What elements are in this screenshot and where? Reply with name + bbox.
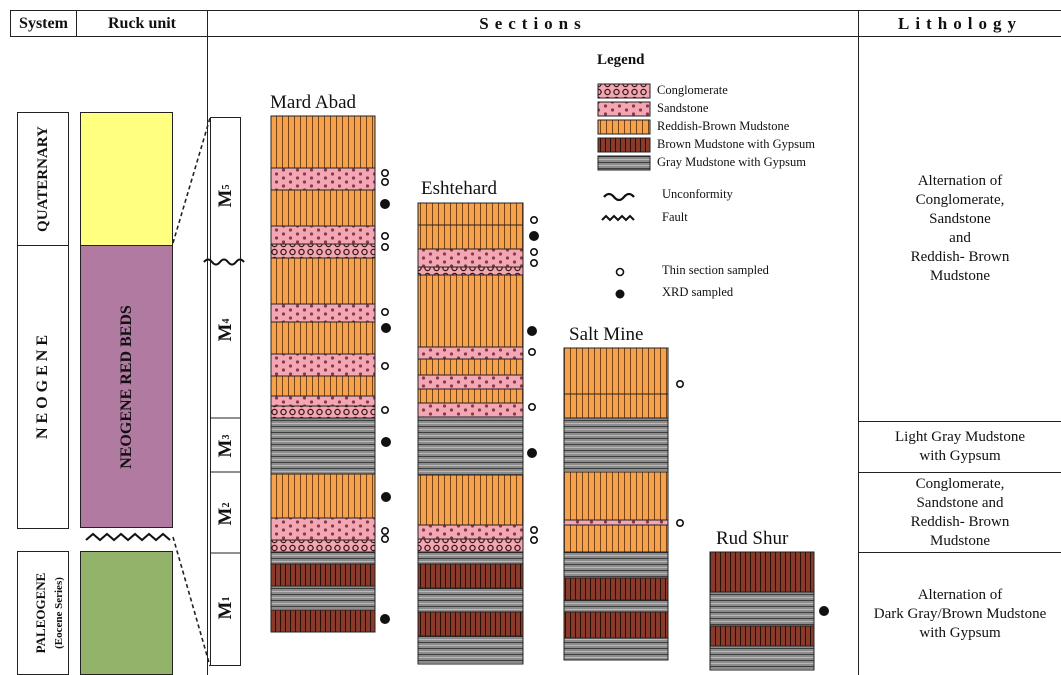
legend-title: Legend [597, 52, 645, 68]
fault-symbol-boundary [85, 532, 171, 542]
legend-label-fault: Fault [662, 210, 688, 224]
xrd-marker [818, 605, 829, 616]
thin-section-marker [675, 518, 684, 527]
thin-section-marker [527, 402, 536, 411]
section-rud-shur-column [709, 551, 815, 671]
thin-section-marker [529, 258, 538, 267]
legend-label-unconformity: Unconformity [662, 187, 733, 201]
xrd-marker [528, 231, 539, 242]
thin-section-marker [529, 535, 538, 544]
section-title-salt-mine: Salt Mine [569, 324, 644, 345]
legend-swatch-conglomerate [597, 83, 651, 99]
lithology-m2: Conglomerate, Sandstone and Reddish- Bro… [858, 472, 1061, 553]
rock-unit-red-beds [80, 245, 173, 528]
legend-label-thin-section: Thin section sampled [662, 263, 769, 277]
xrd-marker [380, 322, 391, 333]
thin-section-marker [380, 405, 389, 414]
legend-label-gray-mudstone-gypsum: Gray Mudstone with Gypsum [657, 155, 806, 169]
thin-section-marker [380, 307, 389, 316]
header-sections: Sections [207, 10, 859, 37]
legend-label-sandstone: Sandstone [657, 101, 709, 115]
sample-markers [379, 169, 829, 624]
thin-section-marker [380, 169, 389, 178]
thin-section-marker [529, 525, 538, 534]
section-salt-mine-column [563, 347, 669, 661]
xrd-marker [379, 613, 390, 624]
thin-section-marker [380, 232, 389, 241]
legend-swatch-gray-mudstone-gypsum [597, 155, 651, 171]
section-title-rud-shur: Rud Shur [716, 528, 789, 549]
thin-section-marker [527, 347, 536, 356]
thin-section-marker [380, 243, 389, 252]
legend-xrd-icon [615, 289, 625, 299]
thin-section-marker [380, 534, 389, 543]
header-system: System [10, 10, 77, 37]
correlation-line-bottom [172, 536, 211, 667]
thin-section-marker [380, 361, 389, 370]
xrd-marker [379, 199, 390, 210]
rock-unit-quaternary [80, 112, 173, 246]
legend-unconformity-symbol [603, 192, 635, 202]
system-quaternary-cell [17, 112, 69, 246]
thin-section-marker [675, 379, 684, 388]
thin-section-marker [529, 216, 538, 225]
section-mard-abad-column [270, 115, 376, 633]
legend-label-conglomerate: Conglomerate [657, 83, 728, 97]
member-column [210, 117, 241, 666]
thin-section-marker [529, 248, 538, 257]
member-sub-m2: 2 [220, 502, 232, 508]
thin-section-marker [380, 178, 389, 187]
legend-swatch-brown-mudstone-gypsum [597, 137, 651, 153]
legend-label-xrd: XRD sampled [662, 285, 734, 299]
legend-swatches [597, 83, 651, 171]
rock-unit-paleogene [80, 551, 173, 675]
system-neogene-cell [17, 245, 69, 529]
header-rock-unit: Ruck unit [76, 10, 208, 37]
section-eshtehard-column [417, 202, 524, 665]
member-sub-m1: 1 [220, 596, 232, 602]
legend-label-reddish-brown-mudstone: Reddish-Brown Mudstone [657, 119, 790, 133]
xrd-marker [380, 436, 391, 447]
member-sub-m4: 4 [220, 318, 232, 324]
member-sub-m5: 5 [220, 184, 232, 190]
legend-fault-symbol [601, 214, 635, 222]
xrd-marker [526, 325, 537, 336]
lithology-m1: Alternation of Dark Gray/Brown Mudstone … [858, 552, 1061, 675]
legend-thin-section-icon [615, 267, 625, 277]
member-sub-m3: 3 [220, 434, 232, 440]
xrd-marker [526, 447, 537, 458]
lithology-upper: Alternation of Conglomerate, Sandstone a… [858, 36, 1061, 422]
unconformity-m4-m5 [203, 258, 245, 266]
lithology-m3: Light Gray Mudstone with Gypsum [858, 421, 1061, 473]
xrd-marker [380, 491, 391, 502]
system-paleogene-cell [17, 551, 69, 675]
section-title-eshtehard: Eshtehard [421, 178, 497, 199]
legend-label-brown-mudstone-gypsum: Brown Mudstone with Gypsum [657, 137, 815, 151]
correlation-line-top [172, 117, 211, 244]
legend-swatch-sandstone [597, 101, 651, 117]
thin-section-marker [380, 526, 389, 535]
legend-swatch-reddish-brown-mudstone [597, 119, 651, 135]
section-title-mard-abad: Mard Abad [270, 92, 357, 113]
